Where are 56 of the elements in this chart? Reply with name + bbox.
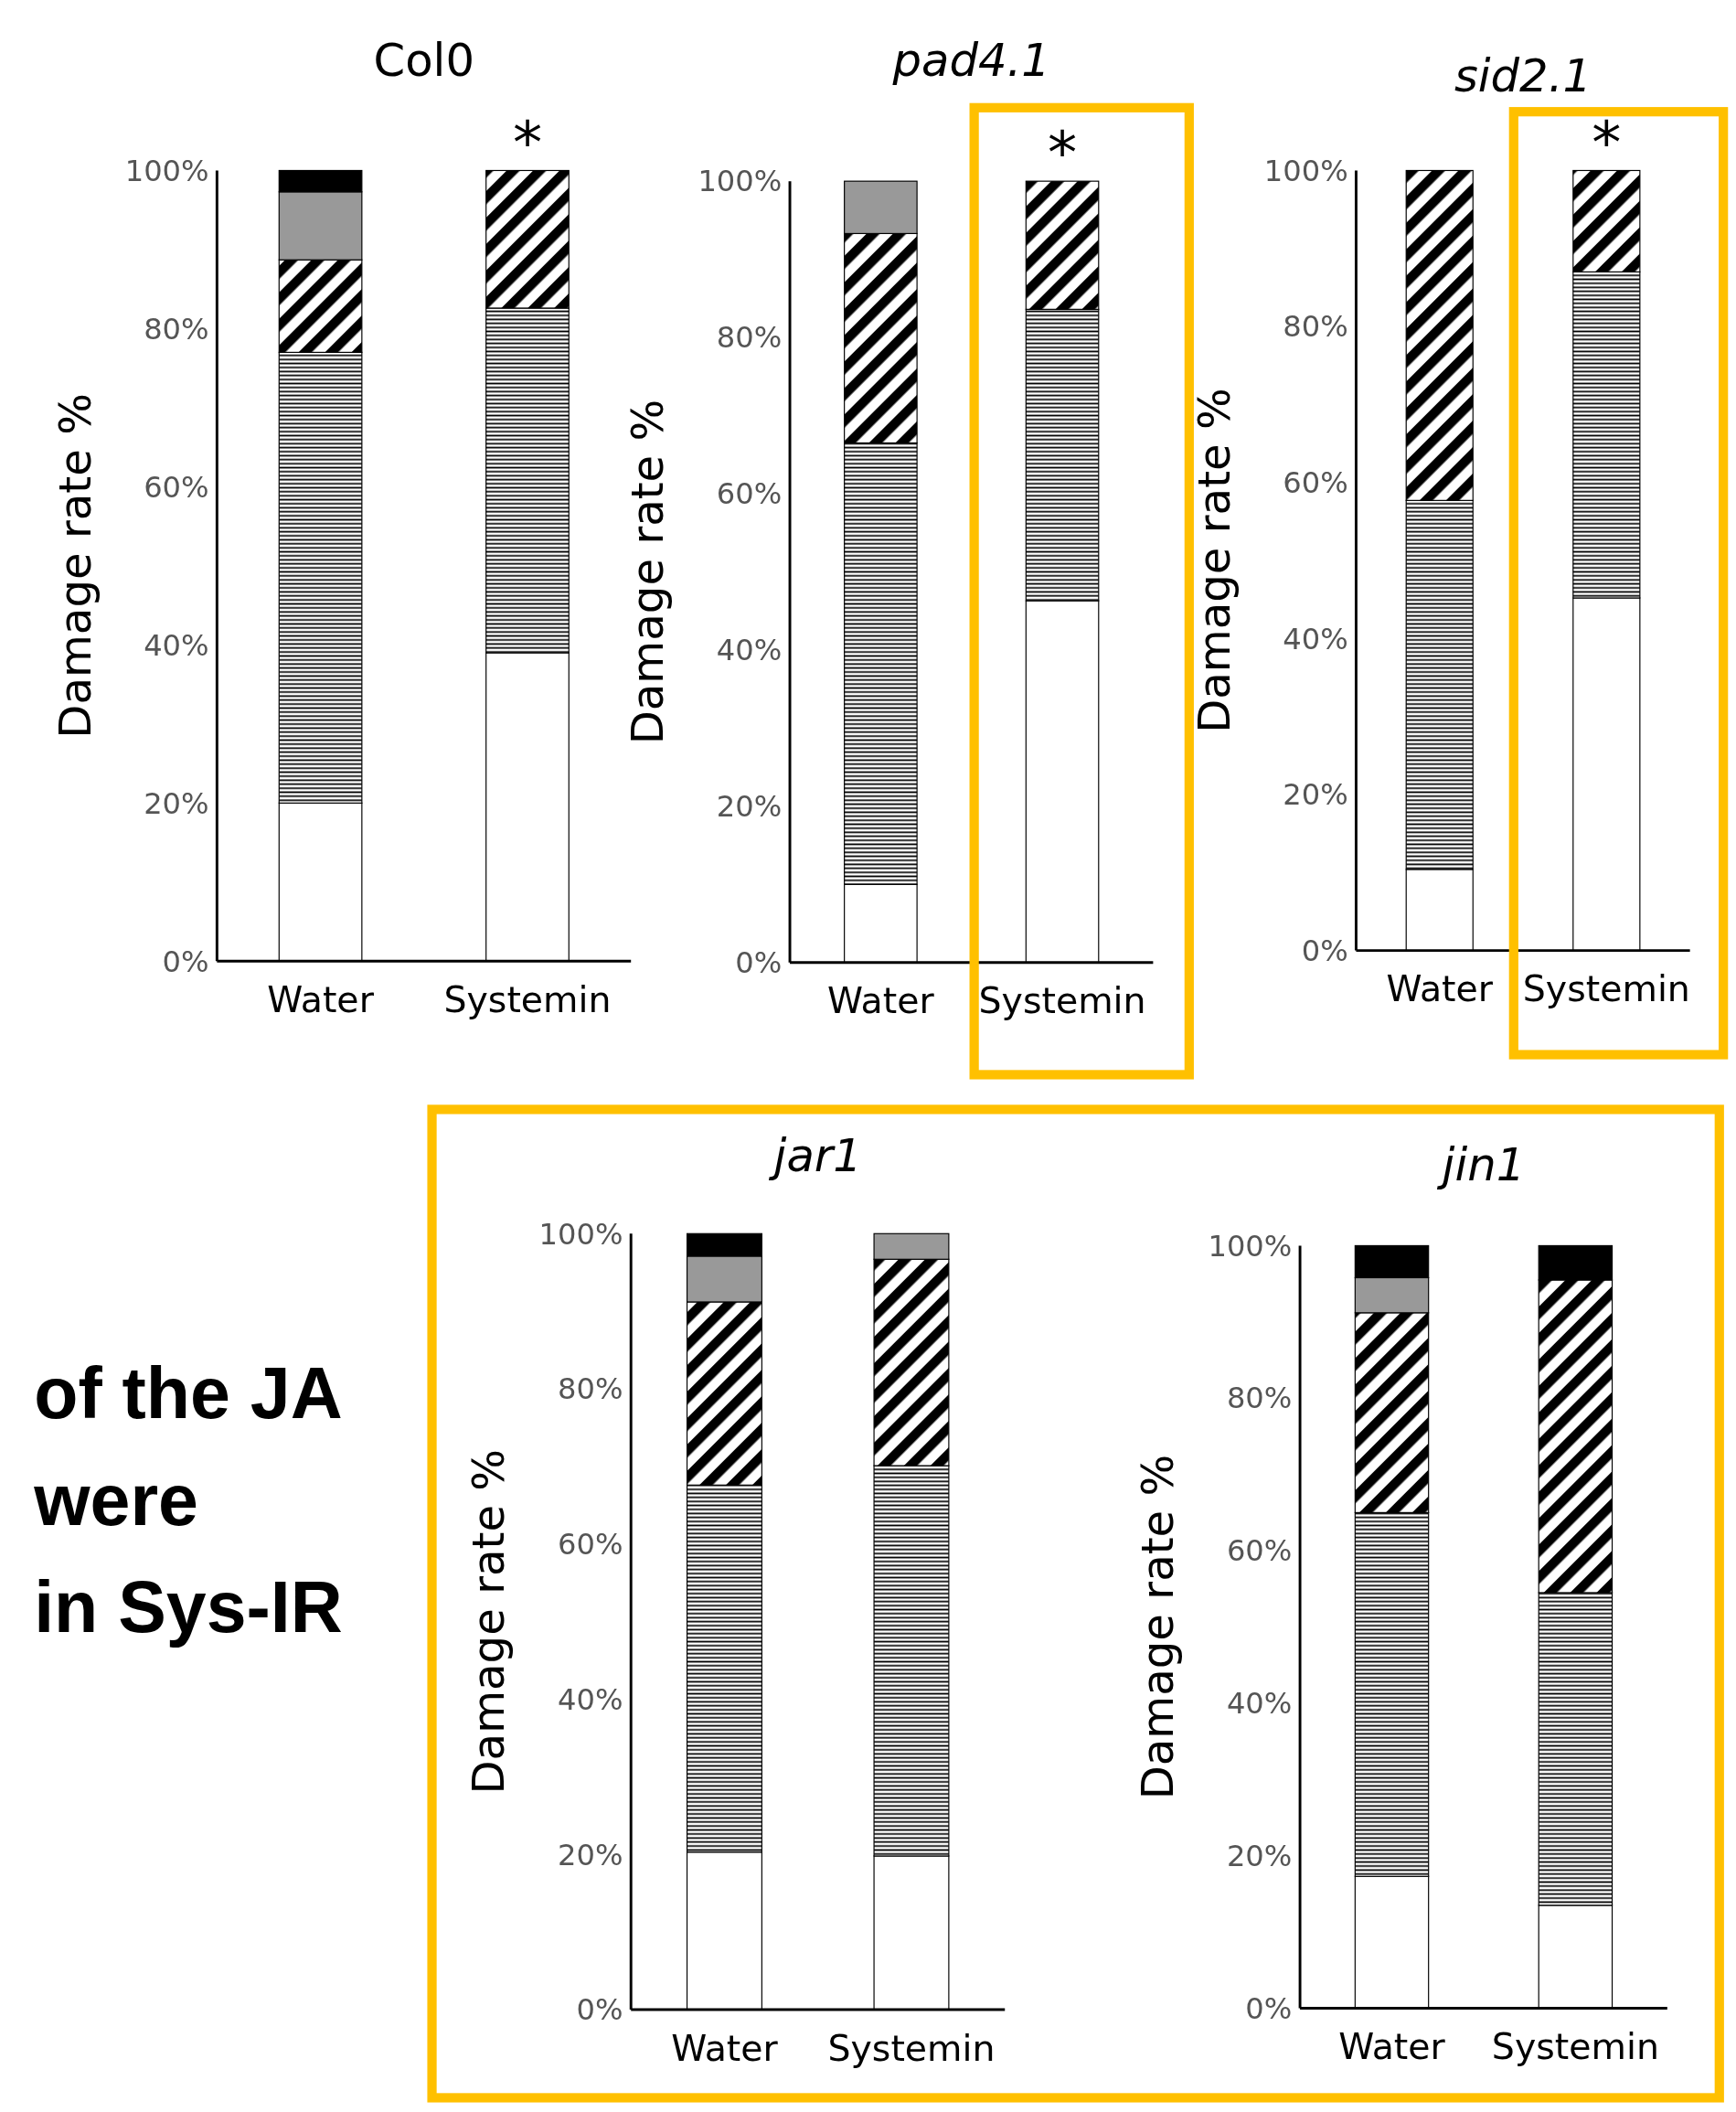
x-tick-label: Systemin [443,977,612,1020]
y-tick-label: 80% [1283,309,1348,345]
chart-title: jar1 [768,1128,862,1182]
x-tick-label: Systemin [1522,967,1690,1010]
y-axis-title: Damage rate % [622,399,674,745]
y-tick-label: 100% [698,164,783,199]
text: were [33,1459,198,1541]
y-tick-label: 40% [716,633,783,668]
y-tick-label: 20% [716,789,783,825]
y-tick-label: 0% [162,944,209,979]
x-tick-label: Water [267,977,375,1020]
y-tick-label: 40% [144,627,209,663]
text: of the JA [34,1352,343,1434]
y-tick-label: 40% [1283,621,1348,656]
y-axis-title: Damage rate % [1188,388,1240,733]
y-tick-label: 60% [1283,464,1348,500]
chart-title: pad4.1 [891,33,1050,87]
y-tick-label: 0% [735,944,783,980]
y-tick-label: 20% [144,785,209,821]
y-tick-label: 0% [576,1992,623,2028]
text: in Sys-IR [34,1566,343,1648]
y-tick-label: 60% [144,469,209,505]
y-tick-label: 100% [1208,1228,1293,1264]
y-axis-title: Damage rate % [48,393,101,739]
y-tick-label: 60% [558,1527,623,1563]
y-tick-label: 20% [1283,777,1348,813]
y-tick-label: 40% [558,1681,623,1717]
y-tick-label: 80% [1226,1381,1293,1416]
y-tick-label: 80% [716,320,783,356]
y-tick-label: 40% [1226,1686,1293,1722]
x-tick-label: Water [671,2026,779,2069]
y-tick-label: 100% [538,1216,623,1252]
chart-title: sid2.1 [1454,49,1592,103]
y-axis-title: Damage rate % [1132,1454,1184,1800]
y-tick-label: 60% [716,476,783,512]
y-tick-label: 20% [558,1837,623,1872]
annotation: * [512,107,543,176]
y-tick-label: 100% [124,153,209,188]
x-tick-label: Systemin [827,2026,996,2069]
annotation: * [1592,107,1622,176]
annotation: * [1047,118,1078,187]
y-tick-label: 60% [1226,1533,1293,1569]
chart-title: Col0 [373,33,474,87]
y-tick-label: 0% [1301,933,1348,968]
x-tick-label: Water [827,979,935,1022]
x-tick-label: Systemin [978,979,1146,1022]
y-tick-label: 80% [144,311,209,347]
y-axis-title: Damage rate % [463,1448,515,1795]
y-tick-label: 20% [1226,1838,1293,1873]
y-tick-label: 100% [1263,153,1348,188]
chart-title: jin1 [1436,1137,1526,1191]
x-tick-label: Systemin [1491,2025,1659,2068]
y-tick-label: 0% [1245,1990,1293,2026]
y-tick-label: 80% [558,1371,623,1407]
x-tick-label: Water [1338,2025,1446,2068]
x-tick-label: Water [1386,967,1494,1010]
